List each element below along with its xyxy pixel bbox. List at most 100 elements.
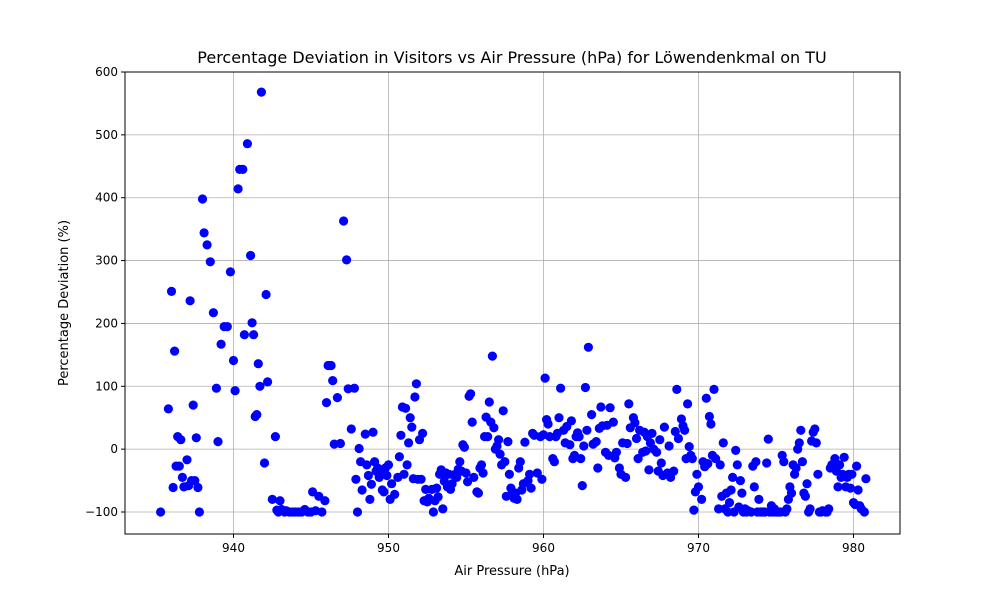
data-point [556, 383, 566, 393]
data-point [703, 459, 713, 469]
data-point [611, 447, 622, 457]
data-point [830, 454, 840, 464]
data-point [366, 479, 376, 489]
data-point [320, 496, 330, 506]
data-point [242, 139, 252, 149]
data-point [540, 373, 550, 383]
data-point [383, 460, 394, 470]
data-point [726, 485, 736, 495]
data-point [515, 457, 525, 467]
data-point [689, 505, 699, 515]
data-point [565, 440, 575, 450]
data-point [580, 382, 591, 393]
data-point [652, 447, 662, 457]
data-point [335, 438, 345, 449]
data-point [839, 452, 849, 462]
data-point [786, 488, 797, 498]
data-point [732, 460, 742, 470]
data-point [577, 481, 587, 491]
data-point [709, 384, 719, 394]
data-point [216, 339, 226, 349]
data-point [473, 488, 483, 498]
data-point [697, 494, 707, 504]
data-point [418, 428, 428, 438]
data-point [225, 267, 235, 277]
data-point [706, 419, 716, 429]
data-point [566, 416, 577, 426]
data-point [704, 411, 715, 422]
data-point [852, 461, 862, 471]
data-point [494, 435, 504, 445]
data-point [411, 379, 421, 389]
data-point [432, 483, 442, 493]
data-point [574, 432, 584, 442]
data-point [222, 322, 232, 332]
data-point [253, 359, 263, 369]
axis-ticks: 940 950 960 970 980 −100 0 100 200 300 400 500 600 [85, 65, 865, 555]
data-point [605, 403, 615, 413]
data-point [859, 507, 870, 517]
x-axis-label: Air Pressure (hPa) [454, 564, 569, 579]
data-point [461, 468, 471, 478]
y-tick-label: 0 [110, 442, 118, 456]
data-point [394, 452, 404, 462]
data-point [433, 492, 443, 502]
data-point [317, 507, 327, 517]
data-point [737, 488, 747, 498]
data-point [630, 418, 640, 428]
data-point [328, 376, 338, 386]
data-point [405, 413, 415, 423]
data-point [576, 454, 586, 464]
data-point [352, 507, 363, 517]
x-tick-label: 940 [222, 541, 245, 555]
data-point [504, 469, 514, 479]
data-point [410, 392, 420, 402]
data-point [469, 472, 479, 482]
data-point [339, 216, 349, 226]
data-point [680, 425, 690, 435]
data-point [346, 424, 356, 434]
data-point [655, 435, 665, 445]
data-point [185, 296, 195, 306]
data-point [701, 393, 711, 403]
data-point [796, 425, 806, 435]
data-point [174, 461, 184, 471]
data-point [177, 472, 187, 482]
data-point [587, 410, 597, 420]
data-point [362, 460, 372, 470]
data-point [228, 355, 239, 366]
data-point [692, 469, 702, 479]
data-point [275, 496, 285, 506]
data-point [489, 423, 499, 433]
data-point [659, 422, 670, 432]
data-point [484, 397, 494, 407]
data-point [583, 342, 594, 352]
data-point [805, 504, 815, 514]
data-point [749, 482, 759, 492]
data-point [670, 426, 680, 437]
data-point [526, 483, 536, 493]
data-point [503, 437, 513, 447]
data-point [239, 330, 249, 340]
data-point [664, 441, 674, 451]
data-point [270, 432, 280, 442]
data-point [853, 485, 863, 495]
data-point [731, 445, 741, 455]
data-point [728, 472, 738, 482]
data-point [363, 470, 373, 481]
data-point [404, 438, 414, 448]
data-point [467, 417, 477, 427]
data-point [256, 87, 266, 97]
data-point [487, 351, 497, 361]
data-point [205, 257, 215, 267]
data-point [782, 504, 792, 514]
data-point [543, 419, 553, 429]
data-point [455, 457, 465, 467]
data-point [693, 482, 704, 492]
data-point [238, 164, 248, 174]
data-point [365, 494, 375, 504]
data-point [211, 383, 221, 393]
data-point [230, 386, 240, 396]
data-point [779, 457, 789, 467]
